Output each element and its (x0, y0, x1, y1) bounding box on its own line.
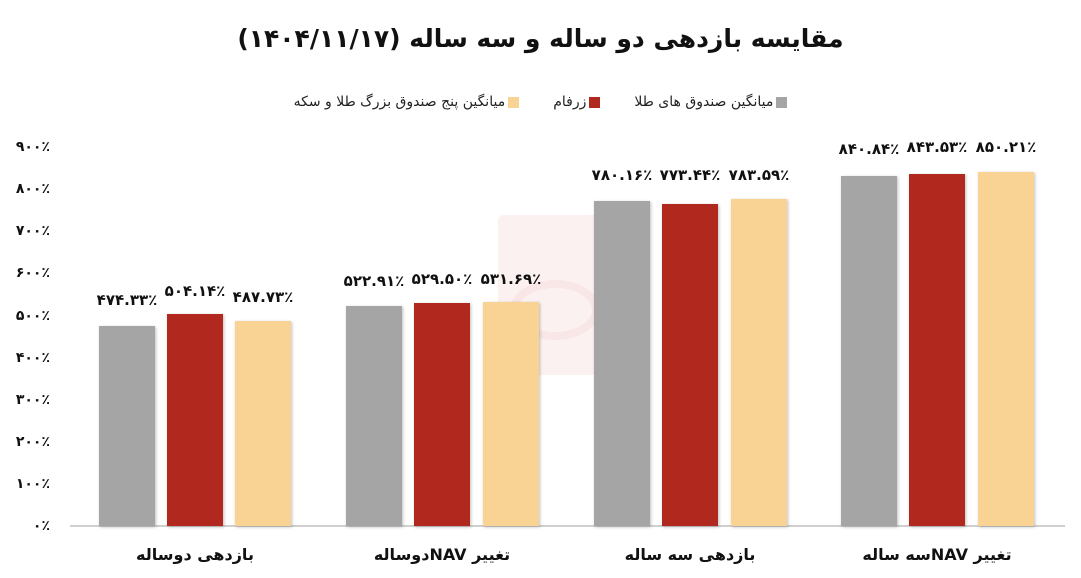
y-tick: ۲۰۰٪ (15, 434, 50, 450)
legend-label: میانگین صندوق های طلا (634, 94, 774, 110)
legend-label: میانگین پنج صندوق بزرگ طلا و سکه (293, 94, 506, 110)
bar-top5-2y-return (235, 321, 291, 526)
x-category-label: تغییر NAVدوساله (373, 545, 511, 564)
x-category-label: بازدهی سه ساله (624, 545, 756, 564)
x-axis-line (70, 525, 1065, 527)
bar-value-label: ۴۷۴.۳۳٪ (96, 291, 158, 309)
y-tick: ۵۰۰٪ (15, 308, 50, 324)
legend-item-top5-average: میانگین پنج صندوق بزرگ طلا و سکه (294, 94, 520, 110)
bar-value-label: ۸۴۰.۸۴٪ (838, 140, 900, 158)
bar-value-label: ۴۸۷.۷۳٪ (232, 288, 294, 306)
bar-value-label: ۷۸۰.۱۶٪ (591, 166, 653, 184)
bar-value-label: ۸۵۰.۲۱٪ (975, 138, 1037, 156)
bar-gold-funds-3y-nav (841, 176, 897, 526)
bar-value-label: ۵۰۴.۱۴٪ (164, 282, 226, 300)
bar-value-label: ۵۲۹.۵۰٪ (411, 270, 473, 288)
bar-value-label: ۷۸۳.۵۹٪ (728, 166, 790, 184)
bar-zarfam-2y-nav (414, 303, 470, 526)
y-tick: ۰٪ (32, 518, 50, 534)
legend-swatch-gray-icon (776, 96, 788, 108)
x-category-label: بازدهی دوساله (136, 545, 254, 564)
y-tick: ۶۰۰٪ (15, 265, 50, 281)
bar-top5-3y-nav (978, 172, 1034, 526)
y-tick: ۳۰۰٪ (15, 392, 50, 408)
y-tick: ۹۰۰٪ (15, 139, 50, 155)
bar-value-label: ۷۷۳.۴۴٪ (659, 166, 721, 184)
bar-top5-3y-return (731, 199, 787, 526)
legend-label: زرفام (553, 94, 587, 110)
y-tick: ۷۰۰٪ (15, 223, 50, 239)
bar-value-label: ۸۴۳.۵۳٪ (906, 138, 968, 156)
bar-gold-funds-2y-nav (346, 306, 402, 526)
legend-item-zarfam: زرفام (553, 94, 601, 110)
x-category-label: تغییر NAVسه ساله (862, 545, 1012, 564)
bar-value-label: ۵۲۲.۹۱٪ (343, 272, 405, 290)
y-tick: ۸۰۰٪ (15, 181, 50, 197)
bar-gold-funds-3y-return (594, 201, 650, 526)
chart-title: مقایسه بازدهی دو ساله و سه ساله (۱۴۰۴/۱۱… (237, 24, 844, 53)
bar-top5-2y-nav (483, 302, 539, 526)
legend-swatch-yellow-icon (508, 96, 520, 108)
bar-zarfam-3y-nav (909, 174, 965, 526)
bar-value-label: ۵۳۱.۶۹٪ (480, 270, 542, 288)
legend-item-gold-funds-average: میانگین صندوق های طلا (634, 94, 788, 110)
bar-zarfam-2y-return (167, 314, 223, 526)
bar-zarfam-3y-return (662, 204, 718, 526)
bar-gold-funds-2y-return (99, 326, 155, 526)
y-tick: ۱۰۰٪ (15, 476, 50, 492)
legend-swatch-red-icon (589, 96, 601, 108)
legend: میانگین صندوق های طلا زرفام میانگین پنج … (0, 94, 1081, 110)
y-tick: ۴۰۰٪ (15, 350, 50, 366)
